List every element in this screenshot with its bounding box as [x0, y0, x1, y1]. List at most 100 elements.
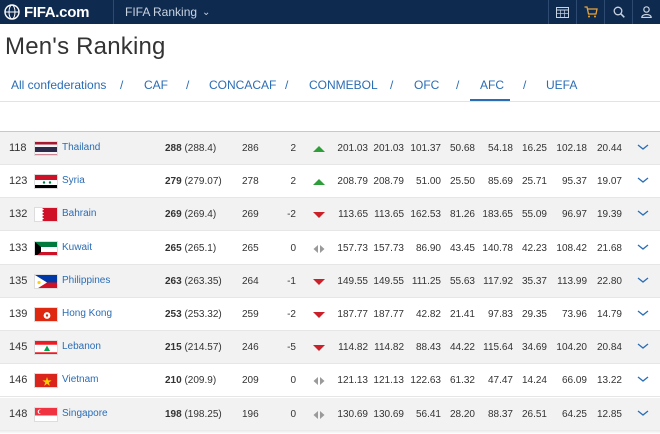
rank-change: -2 — [287, 309, 296, 320]
stat-c1: 208.79 — [337, 176, 368, 188]
table-row[interactable]: 139 Hong Kong 253 (253.32) 259 -2 187.77 187.7… — [0, 298, 660, 331]
country-link[interactable]: Bahrain — [62, 208, 97, 220]
chevron-down-icon[interactable] — [636, 341, 650, 351]
table-row[interactable]: 123 Syria 279 (279.07) 278 2 208.79 208.79 51.0… — [0, 165, 660, 199]
stat-c4: 44.22 — [449, 342, 475, 354]
country-flag-icon — [34, 174, 58, 190]
stat-c2: 149.55 — [373, 275, 404, 287]
country-flag-icon — [34, 141, 58, 156]
stat-c6: 29.35 — [521, 309, 547, 320]
tab-uefa[interactable]: UEFA — [546, 78, 578, 92]
search-icon — [613, 6, 625, 18]
country-link[interactable]: Singapore — [62, 407, 108, 419]
logo-text: FIFA.com — [24, 3, 90, 21]
country-link[interactable]: Syria — [62, 175, 85, 187]
stat-c1: 130.69 — [337, 408, 368, 420]
points-exact: (253.32) — [184, 309, 222, 320]
country-link[interactable]: Hong Kong — [62, 308, 113, 319]
stat-c5: 47.47 — [487, 375, 513, 387]
table-top-rule — [0, 131, 660, 132]
points-value: 288 — [165, 143, 182, 154]
stat-c6: 34.69 — [521, 342, 547, 354]
stat-c8: 12.85 — [596, 408, 622, 420]
tab-separator: / — [390, 78, 394, 92]
stat-c3: 86.90 — [415, 242, 441, 254]
country-flag-icon — [34, 406, 58, 422]
trend-up-icon — [312, 144, 326, 154]
section-dropdown[interactable]: FIFA Ranking ⌄ — [125, 5, 210, 19]
stat-c7: 66.09 — [561, 375, 587, 387]
country-link[interactable]: Philippines — [62, 274, 111, 286]
points-value: 263 — [165, 275, 182, 287]
tab-caf[interactable]: CAF — [144, 78, 168, 92]
stat-c3: 101.37 — [410, 143, 441, 154]
tab-ofc[interactable]: OFC — [414, 78, 440, 92]
stat-c2: 121.13 — [373, 375, 404, 387]
country-link[interactable]: Thailand — [62, 142, 101, 153]
points-value: 210 — [165, 375, 182, 387]
stat-c3: 88.43 — [415, 342, 441, 354]
chevron-down-icon[interactable] — [636, 308, 650, 318]
country-link[interactable]: Vietnam — [62, 374, 99, 386]
stat-c5: 97.83 — [487, 309, 513, 320]
tab-afc[interactable]: AFC — [480, 78, 504, 92]
stat-c4: 50.68 — [449, 143, 475, 154]
chevron-down-icon[interactable] — [636, 275, 650, 285]
chevron-down-icon[interactable] — [636, 374, 650, 384]
stat-c6: 14.24 — [521, 375, 547, 387]
stat-c7: 113.99 — [557, 275, 587, 287]
stat-c3: 56.41 — [415, 408, 441, 420]
stat-c6: 42.23 — [521, 242, 547, 254]
rank-change: 0 — [290, 375, 296, 387]
previous-points: 209 — [242, 375, 259, 387]
trend-down-icon — [312, 210, 326, 220]
previous-points: 259 — [242, 309, 259, 320]
table-row[interactable]: 146 Vietnam 210 (209.9) 209 0 121.13 121.13 122… — [0, 364, 660, 398]
total-points: 279 (279.07) — [165, 176, 222, 187]
tab-conmebol[interactable]: CONMEBOL — [309, 78, 378, 92]
country-link[interactable]: Kuwait — [62, 241, 93, 253]
calendar-button[interactable] — [548, 0, 576, 24]
trend-same-icon — [312, 410, 326, 420]
stat-c1: 121.13 — [337, 375, 368, 387]
rank-value: 145 — [9, 341, 28, 354]
search-button[interactable] — [604, 0, 632, 24]
user-icon — [641, 6, 652, 18]
top-navigation-bar: FIFA.com FIFA Ranking ⌄ — [0, 0, 660, 24]
stat-c5: 117.92 — [483, 275, 513, 287]
rank-change: -5 — [287, 342, 296, 354]
table-row[interactable]: 145 Lebanon 215 (214.57) 246 -5 114.82 114.82 8… — [0, 331, 660, 365]
tab-all-confederations[interactable]: All confederations — [11, 78, 107, 92]
calendar-icon — [556, 7, 569, 18]
chevron-down-icon[interactable] — [636, 408, 650, 418]
points-exact: (288.4) — [184, 143, 217, 154]
stat-c7: 73.96 — [561, 309, 587, 320]
table-row[interactable]: 133 Kuwait 265 (265.1) 265 0 157.73 157.73 86.9… — [0, 232, 660, 265]
table-row[interactable]: 132 Bahrain 269 (269.4) 269 -2 113.65 113.65 16… — [0, 198, 660, 232]
stat-c7: 95.37 — [561, 176, 587, 188]
stat-c7: 104.20 — [556, 342, 587, 354]
chevron-down-icon[interactable] — [636, 208, 650, 218]
header-icons — [548, 0, 660, 24]
stat-c4: 25.50 — [449, 176, 475, 188]
stat-c7: 96.97 — [561, 209, 587, 221]
cart-button[interactable] — [576, 0, 604, 24]
stat-c4: 43.45 — [449, 242, 475, 254]
stat-c2: 113.65 — [374, 209, 404, 221]
chevron-down-icon[interactable] — [636, 175, 650, 185]
tab-concacaf[interactable]: CONCACAF — [209, 78, 277, 92]
trend-down-icon — [312, 277, 326, 287]
table-row[interactable]: 135 Philippines 263 (263.35) 264 -1 149.55 149… — [0, 264, 660, 298]
table-row[interactable]: 118 Thailand 288 (288.4) 286 2 201.03 201.03 10… — [0, 132, 660, 165]
chevron-down-icon[interactable] — [636, 142, 650, 152]
chevron-down-icon[interactable] — [636, 242, 650, 252]
stat-c8: 22.80 — [596, 275, 622, 287]
previous-points: 286 — [242, 143, 259, 154]
stat-c2: 130.69 — [373, 408, 404, 420]
country-link[interactable]: Lebanon — [62, 341, 101, 353]
fifa-logo[interactable]: FIFA.com — [4, 2, 89, 22]
table-row[interactable]: 148 Singapore 198 (198.25) 196 0 130.69 130.69… — [0, 397, 660, 431]
trend-up-icon — [312, 177, 326, 187]
user-button[interactable] — [632, 0, 660, 24]
points-value: 265 — [165, 242, 182, 254]
